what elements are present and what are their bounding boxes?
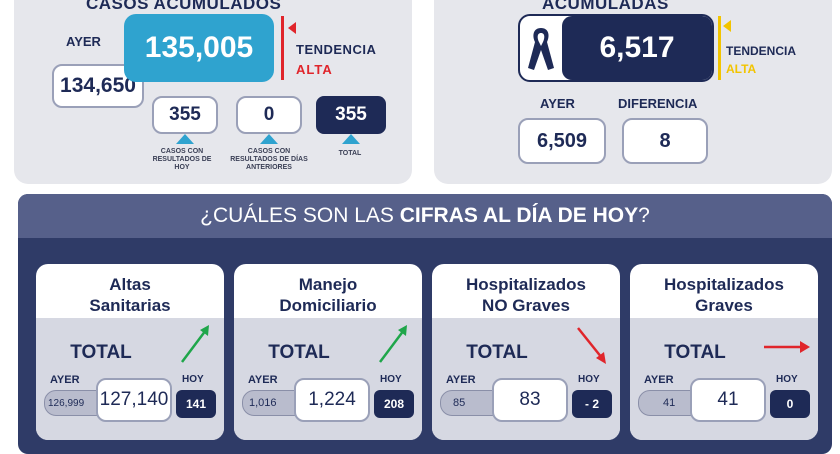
cases-ayer-label: AYER	[66, 34, 101, 49]
deaths-ayer-label: AYER	[540, 96, 575, 111]
card-title-line1: Hospitalizados	[664, 275, 784, 294]
cases-today-pointer	[176, 134, 194, 144]
card-hoy-value: - 2	[572, 390, 612, 418]
card-ayer-label: AYER	[446, 374, 476, 386]
card-hoy-value: 141	[176, 390, 216, 418]
deaths-tendencia-label: TENDENCIA	[726, 44, 797, 58]
deaths-title: ACUMULADAS	[542, 0, 669, 13]
card-altas-sanitarias: Altas Sanitarias TOTAL AYER HOY 126,999 1…	[36, 264, 224, 440]
banner-prefix: ¿CUÁLES SON LAS	[200, 204, 400, 227]
deaths-diferencia-label: DIFERENCIA	[618, 96, 698, 111]
cases-total-box: 135,005	[124, 14, 274, 82]
card-ayer-label: AYER	[50, 374, 80, 386]
deaths-tendencia-value: ALTA	[726, 62, 757, 76]
card-total-label: TOTAL	[664, 342, 726, 363]
cases-trend-line	[281, 16, 284, 80]
card-title-line2: Sanitarias	[89, 296, 171, 315]
cases-sum-value: 355	[335, 104, 367, 125]
card-title-line1: Hospitalizados	[466, 275, 586, 294]
card-title-line2: NO Graves	[482, 296, 570, 315]
card-total-value: 83	[492, 378, 568, 422]
card-title-line2: Graves	[695, 296, 753, 315]
card-title-line1: Altas	[109, 275, 151, 294]
deaths-total-value: 6,517	[599, 31, 675, 64]
card-ayer-label: AYER	[248, 374, 278, 386]
card-hoy-label: HOY	[578, 374, 600, 385]
cases-prev-caption: CASOS CON RESULTADOS DE DÍAS ANTERIORES	[230, 148, 308, 171]
trend-up-arrow-icon	[379, 325, 407, 363]
cases-sum-box: 355	[316, 96, 386, 134]
cases-sum-caption: TOTAL	[338, 150, 362, 157]
card-hoy-label: HOY	[182, 374, 204, 385]
cases-prev-pointer	[260, 134, 278, 144]
cases-title: CASOS ACUMULADOS	[86, 0, 282, 13]
deaths-trend-line	[718, 16, 721, 80]
trend-flat-arrow-icon	[764, 341, 810, 353]
today-banner: ¿CUÁLES SON LAS CIFRAS AL DÍA DE HOY ?	[18, 194, 832, 238]
card-total-value: 1,224	[294, 378, 370, 422]
mourning-ribbon-icon	[524, 24, 558, 74]
card-manejo-domiciliario: Manejo Domiciliario TOTAL AYER HOY 1,016 …	[234, 264, 422, 440]
card-title-line1: Manejo	[298, 275, 358, 294]
card-hoy-label: HOY	[776, 374, 798, 385]
card-hospitalizados-no-graves: Hospitalizados NO Graves TOTAL AYER HOY 8…	[432, 264, 620, 440]
card-total-value: 41	[690, 378, 766, 422]
card-hoy-value: 0	[770, 390, 810, 418]
card-ayer-label: AYER	[644, 374, 674, 386]
deaths-diferencia-value: 8	[622, 118, 708, 164]
cases-tendencia-value: ALTA	[296, 62, 333, 77]
deaths-trend-flag-icon	[723, 20, 731, 32]
deaths-ayer-value: 6,509	[518, 118, 606, 164]
trend-down-arrow-icon	[577, 327, 606, 364]
card-title-line2: Domiciliario	[279, 296, 377, 315]
cases-prev-box: 0	[236, 96, 302, 134]
banner-bold: CIFRAS AL DÍA DE HOY	[399, 204, 639, 227]
cases-total-value: 135,005	[144, 31, 254, 64]
cases-today-box: 355	[152, 96, 218, 134]
card-hoy-label: HOY	[380, 374, 402, 385]
banner-suffix: ?	[638, 204, 650, 227]
card-total-value: 127,140	[96, 378, 172, 422]
deaths-total-fill: 6,517	[562, 16, 712, 80]
card-total-label: TOTAL	[466, 342, 528, 363]
card-hoy-value: 208	[374, 390, 414, 418]
cases-sum-pointer	[342, 134, 360, 144]
trend-up-arrow-icon	[181, 325, 209, 363]
card-total-label: TOTAL	[268, 342, 330, 363]
card-total-label: TOTAL	[70, 342, 132, 363]
cases-today-caption: CASOS CON RESULTADOS DE HOY	[152, 148, 212, 171]
card-hospitalizados-graves: Hospitalizados Graves TOTAL AYER HOY 41 4…	[630, 264, 818, 440]
cases-trend-flag-icon	[288, 22, 296, 34]
cases-tendencia-label: TENDENCIA	[296, 42, 377, 57]
